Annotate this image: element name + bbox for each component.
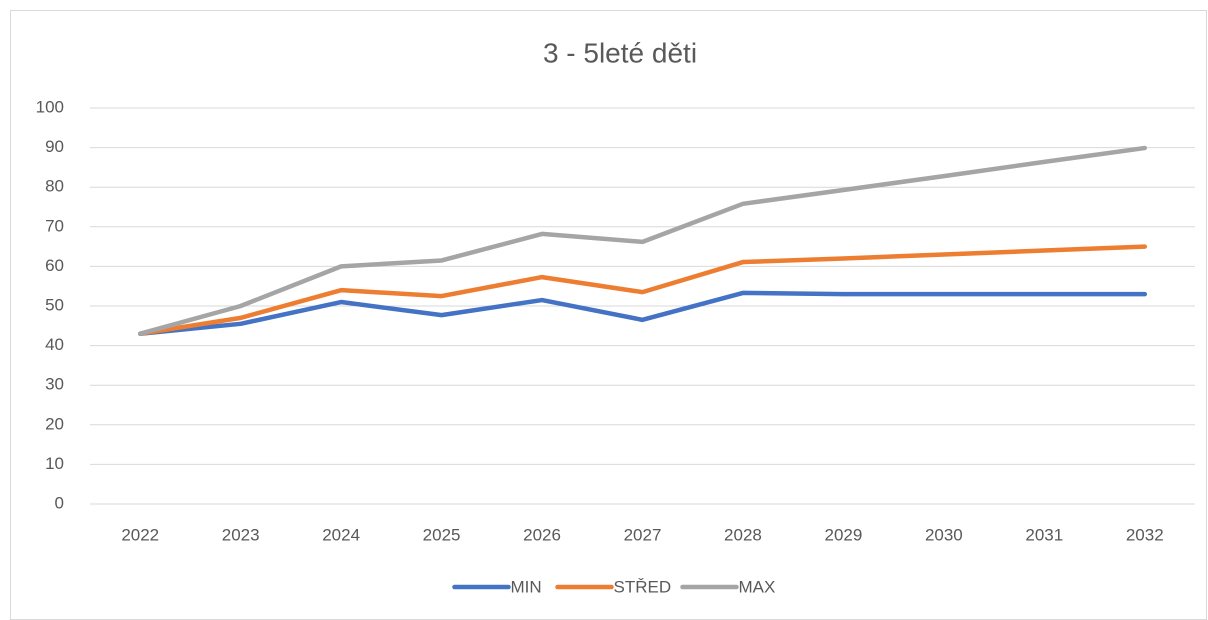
- x-tick-label: 2032: [1126, 525, 1164, 544]
- x-tick-label: 2026: [523, 525, 561, 544]
- line-series: [137, 145, 1148, 336]
- y-tick-label: 70: [45, 216, 64, 235]
- line-series: [137, 244, 1148, 336]
- x-tick-label: 2024: [322, 525, 360, 544]
- x-tick-label: 2031: [1025, 525, 1063, 544]
- x-tick-label: 2029: [824, 525, 862, 544]
- y-tick-label: 60: [45, 256, 64, 275]
- chart-title: 3 - 5leté děti: [543, 37, 697, 68]
- y-tick-label: 40: [45, 335, 64, 354]
- x-tick-label: 2023: [222, 525, 260, 544]
- y-tick-label: 20: [45, 414, 64, 433]
- y-tick-label: 50: [45, 295, 64, 314]
- y-tick-label: 80: [45, 177, 64, 196]
- y-tick-label: 0: [55, 493, 64, 512]
- x-tick-label: 2028: [724, 525, 762, 544]
- x-tick-label: 2025: [423, 525, 461, 544]
- x-tick-label: 2027: [624, 525, 662, 544]
- line-series: [137, 290, 1148, 336]
- legend-label: MAX: [739, 577, 776, 596]
- y-tick-label: 10: [45, 454, 64, 473]
- legend-label: MIN: [511, 577, 542, 596]
- x-tick-label: 2022: [121, 525, 159, 544]
- legend-label: STŘED: [614, 577, 672, 596]
- x-tick-label: 2030: [925, 525, 963, 544]
- y-tick-label: 90: [45, 137, 64, 156]
- y-tick-label: 100: [36, 97, 64, 116]
- y-tick-label: 30: [45, 375, 64, 394]
